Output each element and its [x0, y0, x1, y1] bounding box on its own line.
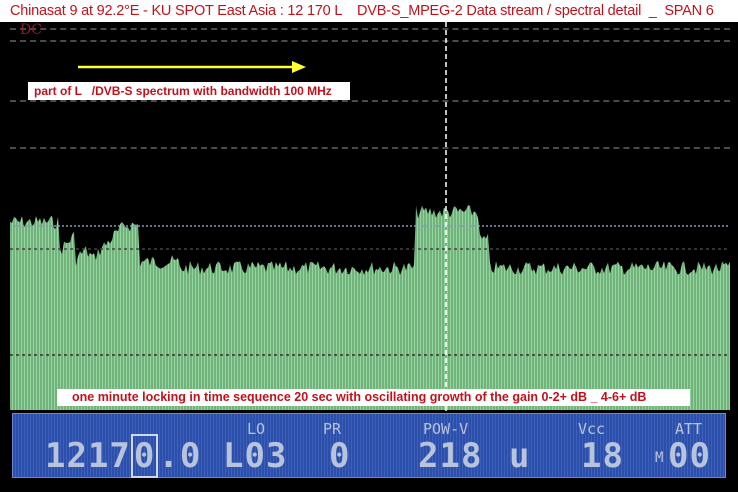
corner-label: DC — [20, 22, 42, 38]
window-title: Chinasat 9 at 92.2°E - KU SPOT East Asia… — [0, 0, 738, 22]
vcc-value: 18 — [581, 436, 624, 476]
pow-label: POW-V — [423, 420, 469, 438]
arrow-right-icon — [292, 61, 306, 73]
grid-line — [10, 28, 730, 30]
att-prefix: M — [655, 450, 664, 466]
lo-label: LO — [247, 420, 266, 438]
att-value: 00 — [668, 436, 711, 476]
pr-value: 0 — [329, 436, 351, 476]
annotation-top: part of L /DVB-S spectrum with bandwidth… — [28, 82, 350, 100]
vcc-label: Vcc — [578, 420, 606, 438]
pr-label: PR — [323, 420, 342, 438]
freq-cursor-digit[interactable]: 0 — [130, 434, 159, 478]
annotation-bottom: one minute locking in time sequence 20 s… — [57, 389, 690, 406]
pow-unit: u — [509, 436, 531, 476]
status-panel: LO PR POW-V Vcc ATT 12170.0 L03 0 218 u … — [12, 413, 726, 478]
lo-value: L03 — [223, 436, 288, 476]
att-label: ATT — [675, 420, 703, 438]
freq-digits: 1217 — [45, 436, 131, 476]
grid-line — [10, 100, 730, 102]
frequency-readout[interactable]: 12170.0 — [45, 434, 202, 478]
spectrum-trace — [10, 205, 730, 410]
grid-line — [10, 147, 730, 149]
grid-line — [10, 40, 730, 42]
freq-decimal: .0 — [158, 436, 202, 476]
pow-value: 218 — [418, 436, 483, 476]
